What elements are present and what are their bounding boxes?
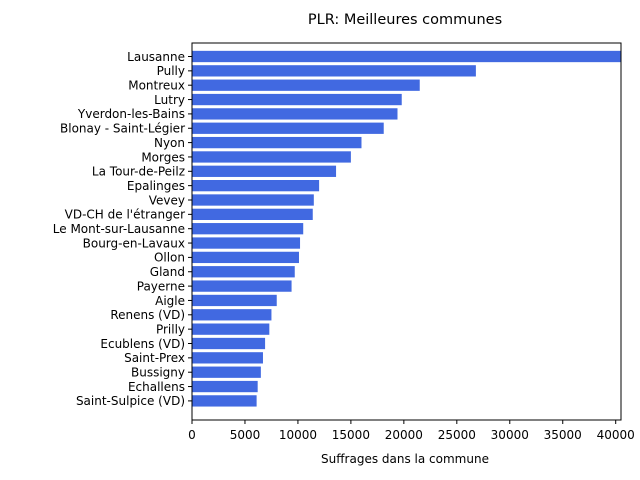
- bar: [192, 151, 351, 163]
- y-tick-label: Vevey: [149, 193, 185, 207]
- bar: [192, 352, 263, 364]
- y-tick-label: Lausanne: [127, 50, 185, 64]
- y-tick-label: Lutry: [154, 93, 185, 107]
- bar: [192, 323, 270, 335]
- y-tick-label: Echallens: [128, 380, 185, 394]
- y-tick-label: La Tour-de-Peilz: [92, 165, 185, 179]
- bar: [192, 165, 337, 177]
- y-tick-label: Bussigny: [131, 366, 185, 380]
- x-tick-label: 15000: [332, 428, 370, 442]
- bar: [192, 337, 266, 350]
- y-tick-label: Saint-Sulpice (VD): [76, 394, 185, 408]
- x-tick-label: 10000: [279, 428, 317, 442]
- y-tick-label: Yverdon-les-Bains: [77, 107, 185, 121]
- bar: [192, 266, 295, 278]
- y-tick-label: Montreux: [128, 79, 185, 93]
- y-tick-label: Epalinges: [127, 179, 185, 193]
- x-tick-label: 5000: [230, 428, 261, 442]
- chart-title: PLR: Meilleures communes: [308, 12, 502, 28]
- y-tick-label: VD-CH de l'étranger: [65, 208, 185, 222]
- bar: [192, 93, 402, 106]
- bar: [192, 136, 362, 149]
- bar: [192, 251, 299, 264]
- y-tick-label: Pully: [157, 64, 185, 78]
- y-tick-label: Gland: [150, 265, 185, 279]
- bar: [192, 122, 384, 134]
- bar: [192, 280, 292, 292]
- y-tick-label: Morges: [141, 150, 185, 164]
- bar: [192, 50, 621, 63]
- x-tick-label: 35000: [544, 428, 582, 442]
- bar: [192, 223, 304, 235]
- y-tick-label: Ecublens (VD): [100, 337, 185, 351]
- x-tick-label: 30000: [491, 428, 529, 442]
- y-tick-label: Renens (VD): [110, 308, 185, 322]
- bar: [192, 366, 261, 378]
- y-tick-label: Le Mont-sur-Lausanne: [53, 222, 185, 236]
- bar: [192, 309, 272, 321]
- y-tick-label: Ollon: [154, 251, 185, 265]
- bar: [192, 380, 258, 393]
- bar: [192, 237, 301, 249]
- bar: [192, 108, 398, 120]
- bar: [192, 65, 476, 77]
- bar: [192, 294, 277, 307]
- y-axis-ticks: LausannePullyMontreuxLutryYverdon-les-Ba…: [53, 50, 192, 408]
- y-tick-label: Bourg-en-Lavaux: [83, 236, 185, 250]
- y-tick-label: Nyon: [154, 136, 185, 150]
- x-tick-label: 0: [188, 428, 196, 442]
- bar: [192, 79, 420, 91]
- y-tick-label: Blonay - Saint-Légier: [60, 122, 185, 136]
- bar: [192, 208, 313, 220]
- plot-frame: [191, 42, 622, 421]
- bar: [192, 180, 320, 192]
- x-tick-label: 25000: [438, 428, 476, 442]
- x-tick-label: 40000: [597, 428, 635, 442]
- y-tick-label: Prilly: [156, 322, 185, 336]
- bar: [192, 395, 257, 407]
- y-tick-label: Payerne: [137, 279, 185, 293]
- y-tick-label: Aigle: [155, 294, 185, 308]
- bars-layer: [192, 50, 621, 407]
- x-tick-label: 20000: [385, 428, 423, 442]
- y-tick-label: Saint-Prex: [124, 351, 185, 365]
- x-axis-label: Suffrages dans la commune: [321, 452, 489, 466]
- x-axis-ticks: 0 5000 10000 15000 20000 25000 30000 35000 40000: [188, 420, 635, 442]
- bar: [192, 194, 314, 206]
